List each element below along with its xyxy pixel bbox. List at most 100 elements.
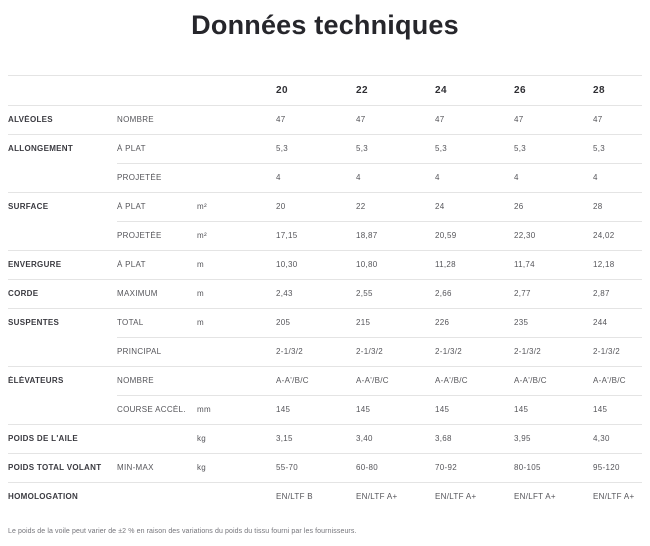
cell-value: 4,30: [593, 434, 610, 443]
column-header-size: 24: [435, 84, 448, 96]
row-sub-label: PROJETÉE: [117, 231, 162, 240]
row-unit: kg: [197, 463, 207, 472]
cell-value: 20,59: [435, 231, 457, 240]
row-sub-label: COURSE ACCÉL.: [117, 405, 186, 414]
technical-data-table: 20 22 24 26 28 ALVÉOLES NOMBRE 47 47 47 …: [8, 75, 642, 511]
cell-value: 10,80: [356, 260, 378, 269]
cell-value: 2-1/3/2: [276, 347, 304, 356]
table-row: POIDS DE L'AILE kg 3,15 3,40 3,68 3,95 4…: [8, 424, 642, 453]
cell-value: 2-1/3/2: [593, 347, 621, 356]
cell-value: 95-120: [593, 463, 620, 472]
table-row: PROJETÉE m² 17,15 18,87 20,59 22,30 24,0…: [8, 221, 642, 250]
row-sub-label: NOMBRE: [117, 115, 154, 124]
table-header-row: 20 22 24 26 28: [8, 75, 642, 105]
row-sub-label: À PLAT: [117, 144, 146, 153]
cell-value: 3,95: [514, 434, 531, 443]
row-sub-label: MAXIMUM: [117, 289, 158, 298]
cell-value: 10,30: [276, 260, 298, 269]
row-unit: m: [197, 289, 204, 298]
cell-value: 2,66: [435, 289, 452, 298]
cell-value: 5,3: [435, 144, 448, 153]
row-sub-label: À PLAT: [117, 202, 146, 211]
cell-value: 4: [593, 173, 598, 182]
cell-value: 2-1/3/2: [514, 347, 542, 356]
cell-value: EN/LTF A+: [356, 492, 398, 501]
cell-value: 26: [514, 202, 524, 211]
cell-value: 12,18: [593, 260, 615, 269]
cell-value: 2,87: [593, 289, 610, 298]
cell-value: 24,02: [593, 231, 615, 240]
cell-value: 55-70: [276, 463, 298, 472]
row-sub-label: À PLAT: [117, 260, 146, 269]
column-header-size: 20: [276, 84, 289, 96]
row-group-label: ÉLÉVATEURS: [8, 376, 64, 385]
cell-value: A-A'/B/C: [435, 376, 468, 385]
cell-value: A-A'/B/C: [593, 376, 626, 385]
cell-value: EN/LTF A+: [435, 492, 477, 501]
cell-value: 70-92: [435, 463, 457, 472]
cell-value: 145: [356, 405, 371, 414]
cell-value: 24: [435, 202, 445, 211]
cell-value: EN/LTF A+: [593, 492, 635, 501]
cell-value: 47: [593, 115, 603, 124]
cell-value: A-A'/B/C: [514, 376, 547, 385]
row-unit: m: [197, 318, 204, 327]
table-row: ALVÉOLES NOMBRE 47 47 47 47 47: [8, 105, 642, 134]
cell-value: 47: [276, 115, 286, 124]
table-row: CORDE MAXIMUM m 2,43 2,55 2,66 2,77 2,87: [8, 279, 642, 308]
cell-value: 5,3: [356, 144, 369, 153]
table-row: PRINCIPAL 2-1/3/2 2-1/3/2 2-1/3/2 2-1/3/…: [8, 337, 642, 366]
cell-value: EN/LTF B: [276, 492, 313, 501]
cell-value: 2,55: [356, 289, 373, 298]
row-sub-label: NOMBRE: [117, 376, 154, 385]
column-header-size: 28: [593, 84, 606, 96]
row-unit: m: [197, 260, 204, 269]
cell-value: 2-1/3/2: [356, 347, 384, 356]
row-group-label: ENVERGURE: [8, 260, 62, 269]
cell-value: 17,15: [276, 231, 298, 240]
row-sub-label: PRINCIPAL: [117, 347, 162, 356]
row-unit: m²: [197, 231, 207, 240]
cell-value: 18,87: [356, 231, 378, 240]
column-header-size: 22: [356, 84, 369, 96]
table-row: PROJETÉE 4 4 4 4 4: [8, 163, 642, 192]
table-row: SUSPENTES TOTAL m 205 215 226 235 244: [8, 308, 642, 337]
row-unit: kg: [197, 434, 207, 443]
cell-value: 20: [276, 202, 286, 211]
table-row: ENVERGURE À PLAT m 10,30 10,80 11,28 11,…: [8, 250, 642, 279]
row-sub-label: TOTAL: [117, 318, 144, 327]
row-group-label: HOMOLOGATION: [8, 492, 79, 501]
cell-value: A-A'/B/C: [356, 376, 389, 385]
cell-value: 4: [514, 173, 519, 182]
row-sub-label: MIN-MAX: [117, 463, 154, 472]
cell-value: 47: [514, 115, 524, 124]
cell-value: 145: [276, 405, 291, 414]
cell-value: 80-105: [514, 463, 541, 472]
cell-value: 2-1/3/2: [435, 347, 463, 356]
cell-value: 2,43: [276, 289, 293, 298]
table-row: ALLONGEMENT À PLAT 5,3 5,3 5,3 5,3 5,3: [8, 134, 642, 163]
table-row: HOMOLOGATION EN/LTF B EN/LTF A+ EN/LTF A…: [8, 482, 642, 511]
row-group-label: CORDE: [8, 289, 39, 298]
table-row: COURSE ACCÉL. mm 145 145 145 145 145: [8, 395, 642, 424]
cell-value: 145: [593, 405, 608, 414]
row-group-label: ALVÉOLES: [8, 115, 53, 124]
cell-value: 28: [593, 202, 603, 211]
cell-value: 4: [435, 173, 440, 182]
cell-value: 2,77: [514, 289, 531, 298]
row-unit: mm: [197, 405, 211, 414]
cell-value: 215: [356, 318, 371, 327]
cell-value: 5,3: [514, 144, 527, 153]
cell-value: 205: [276, 318, 291, 327]
cell-value: 47: [356, 115, 366, 124]
table-row: POIDS TOTAL VOLANT MIN-MAX kg 55-70 60-8…: [8, 453, 642, 482]
cell-value: 60-80: [356, 463, 378, 472]
cell-value: 4: [276, 173, 281, 182]
cell-value: 11,74: [514, 260, 535, 269]
page-title: Données techniques: [191, 10, 459, 40]
cell-value: 5,3: [593, 144, 606, 153]
footnote: Le poids de la voile peut varier de ±2 %…: [8, 528, 357, 535]
cell-value: A-A'/B/C: [276, 376, 309, 385]
cell-value: 244: [593, 318, 608, 327]
cell-value: 11,28: [435, 260, 456, 269]
